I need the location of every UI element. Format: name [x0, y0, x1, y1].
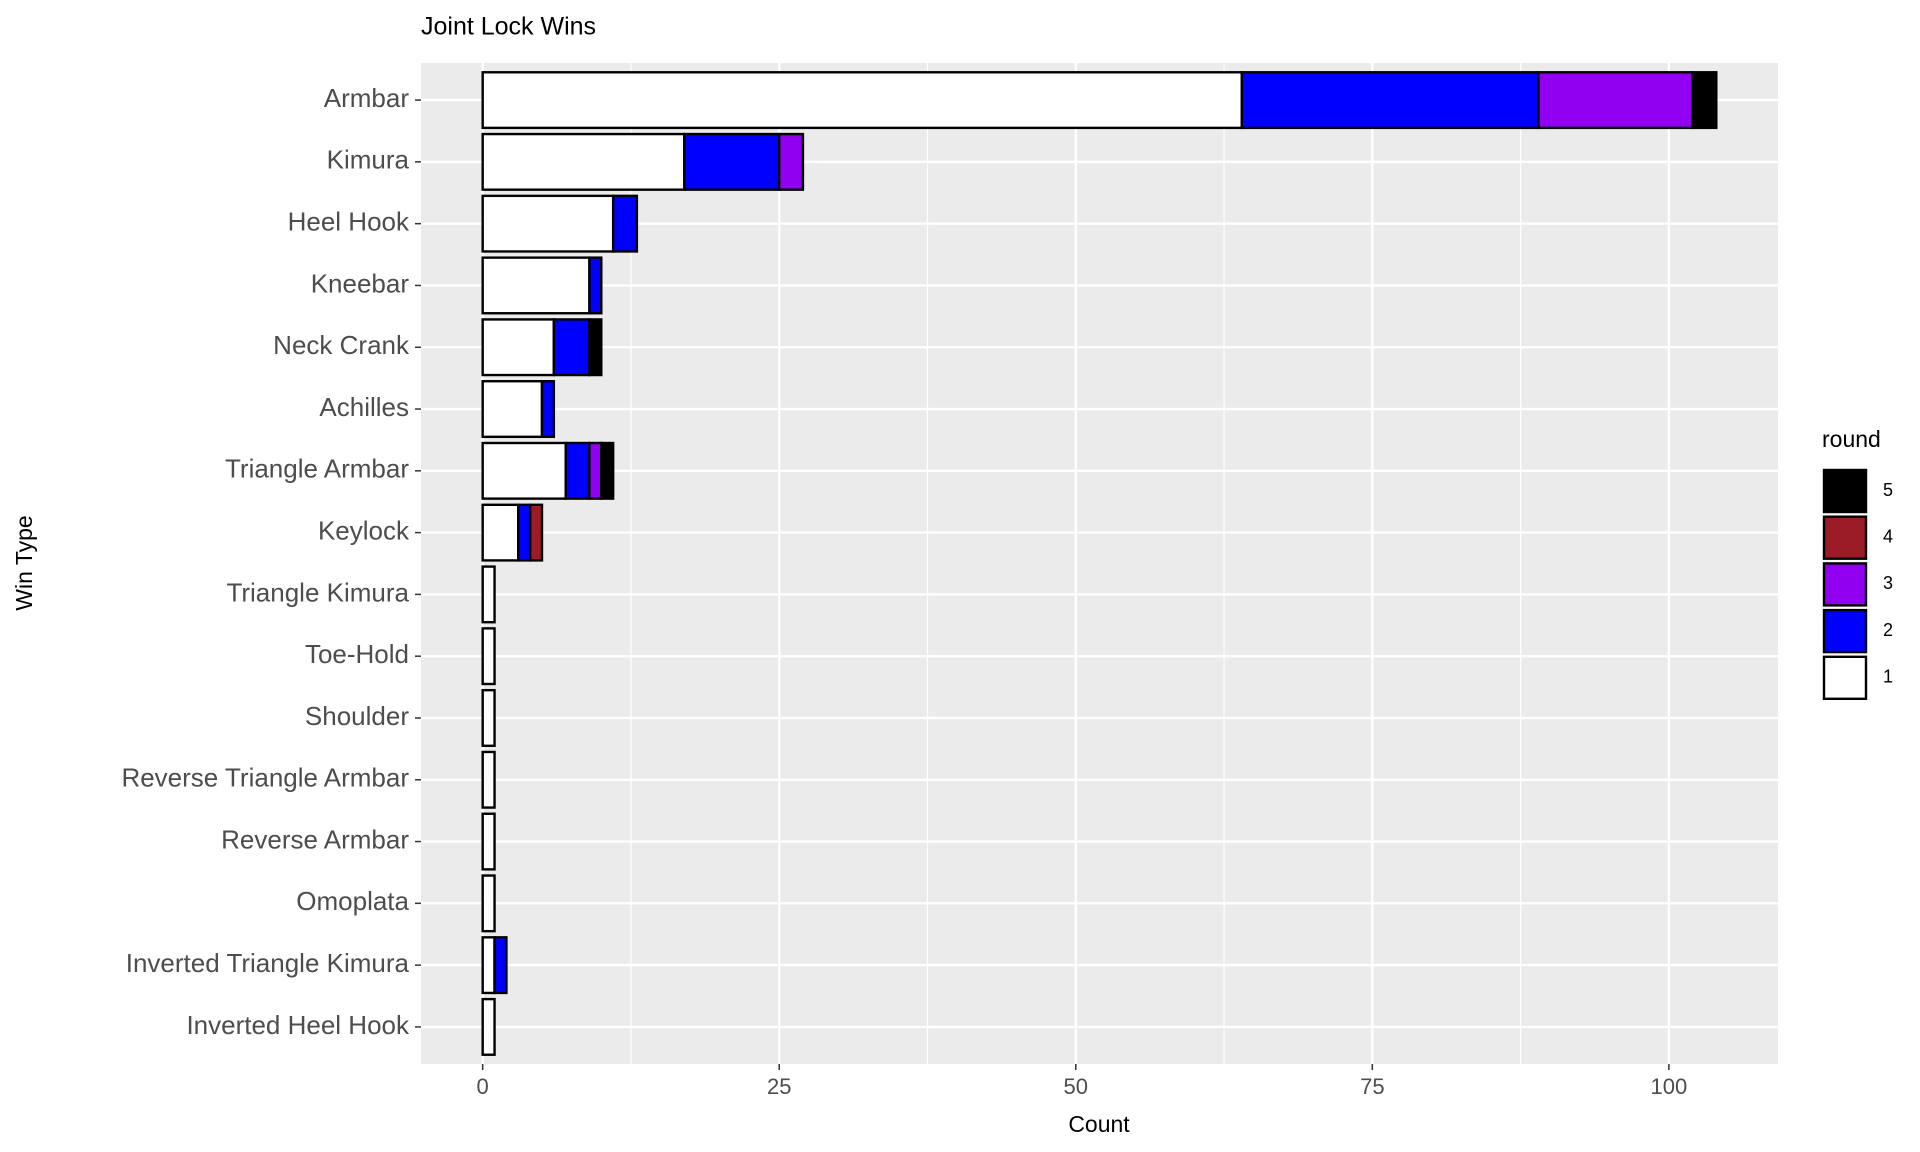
y-tick-label: Omoplata — [296, 886, 409, 916]
y-tick-label: Armbar — [324, 83, 410, 113]
bar-segment — [481, 71, 1244, 130]
y-tick-label: Heel Hook — [288, 207, 410, 237]
bar-segment — [481, 256, 591, 315]
bar-segment — [481, 441, 567, 500]
legend-label: 3 — [1883, 573, 1893, 593]
y-tick-label: Triangle Armbar — [225, 454, 409, 484]
x-axis-title: Count — [1068, 1111, 1130, 1137]
y-tick-label: Shoulder — [305, 701, 409, 731]
bar-segment — [481, 750, 496, 809]
legend-label: 1 — [1883, 667, 1893, 687]
legend-label: 2 — [1883, 620, 1893, 640]
x-tick-label: 50 — [1064, 1074, 1088, 1099]
bar-segment — [481, 194, 615, 253]
bar-segment — [778, 132, 805, 191]
bar-segment — [588, 318, 603, 377]
bar-segment — [1240, 71, 1540, 130]
bar-segment — [1537, 71, 1694, 130]
y-tick-label: Toe-Hold — [305, 639, 409, 669]
bar-segment — [481, 874, 496, 933]
y-tick-label: Achilles — [319, 392, 409, 422]
bar-segment — [481, 380, 544, 439]
bar-segment — [481, 565, 496, 624]
y-tick-label: Reverse Triangle Armbar — [121, 763, 409, 793]
bar-segment — [588, 256, 603, 315]
x-tick-label: 0 — [477, 1074, 489, 1099]
y-tick-label: Kneebar — [311, 268, 410, 298]
legend-key — [1822, 608, 1868, 654]
y-tick-label: Reverse Armbar — [221, 824, 409, 854]
bar-segment — [588, 441, 603, 500]
x-tick-label: 100 — [1651, 1074, 1688, 1099]
y-axis-title: Win Type — [11, 515, 37, 610]
bar-segment — [481, 688, 496, 747]
bar-segment — [481, 318, 556, 377]
legend-key — [1822, 562, 1868, 607]
bar-segment — [564, 441, 591, 500]
chart-title: Joint Lock Wins — [421, 13, 596, 41]
y-tick-label: Neck Crank — [273, 330, 410, 360]
bar-segment — [683, 132, 781, 191]
bar-segment — [552, 318, 591, 377]
bar-segment — [481, 936, 496, 995]
bar-segment — [540, 380, 556, 439]
y-tick-label: Triangle Kimura — [226, 577, 409, 607]
bar-segment — [1691, 71, 1718, 130]
panel — [421, 63, 1778, 1064]
bar-segment — [528, 503, 544, 562]
bar-segment — [481, 132, 686, 191]
bar-segment — [611, 194, 639, 253]
y-tick-label: Kimura — [327, 145, 410, 175]
bar-segment — [481, 627, 496, 686]
bar-segment — [517, 503, 532, 562]
bar-segment — [481, 812, 496, 871]
bar-segment — [600, 441, 615, 500]
x-tick-label: 25 — [767, 1074, 791, 1099]
legend-key — [1822, 655, 1868, 700]
bar-segment — [493, 936, 508, 995]
x-tick-label: 75 — [1360, 1074, 1384, 1099]
legend-label: 5 — [1883, 480, 1893, 500]
bar-segment — [481, 503, 520, 562]
legend-key — [1822, 468, 1868, 514]
legend-label: 4 — [1883, 526, 1893, 546]
y-tick-label: Inverted Triangle Kimura — [126, 948, 410, 978]
y-tick-label: Inverted Heel Hook — [186, 1010, 410, 1040]
bar-segment — [481, 997, 496, 1056]
legend-key — [1822, 515, 1868, 560]
y-tick-label: Keylock — [318, 515, 410, 545]
legend-title: round — [1822, 426, 1881, 452]
